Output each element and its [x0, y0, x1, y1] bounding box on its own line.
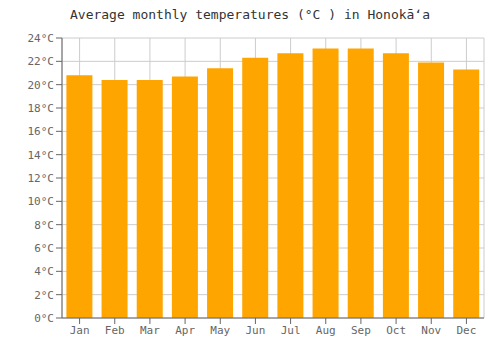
svg-text:4°C: 4°C	[34, 265, 54, 278]
svg-text:2°C: 2°C	[34, 289, 54, 302]
svg-text:8°C: 8°C	[34, 219, 54, 232]
svg-text:May: May	[210, 324, 230, 337]
svg-text:Aug: Aug	[316, 324, 336, 337]
svg-text:Dec: Dec	[456, 324, 476, 337]
svg-text:Jul: Jul	[281, 324, 301, 337]
svg-text:18°C: 18°C	[28, 102, 55, 115]
svg-text:Sep: Sep	[351, 324, 371, 337]
svg-text:24°C: 24°C	[28, 32, 55, 45]
svg-text:10°C: 10°C	[28, 195, 55, 208]
svg-text:Oct: Oct	[386, 324, 406, 337]
svg-text:Nov: Nov	[421, 324, 441, 337]
svg-text:20°C: 20°C	[28, 79, 55, 92]
svg-text:0°C: 0°C	[34, 312, 54, 325]
svg-text:Jan: Jan	[70, 324, 90, 337]
svg-text:12°C: 12°C	[28, 172, 55, 185]
svg-text:Jun: Jun	[245, 324, 265, 337]
svg-text:6°C: 6°C	[34, 242, 54, 255]
html-text:Average monthly temperatures (: Average monthly temperatures (°C ) in Ho…	[70, 7, 430, 22]
svg-text:Feb: Feb	[105, 324, 125, 337]
svg-text:Apr: Apr	[175, 324, 195, 337]
svg-text:22°C: 22°C	[28, 55, 55, 68]
svg-text:16°C: 16°C	[28, 125, 55, 138]
svg-text:Mar: Mar	[140, 324, 160, 337]
svg-text:14°C: 14°C	[28, 149, 55, 162]
